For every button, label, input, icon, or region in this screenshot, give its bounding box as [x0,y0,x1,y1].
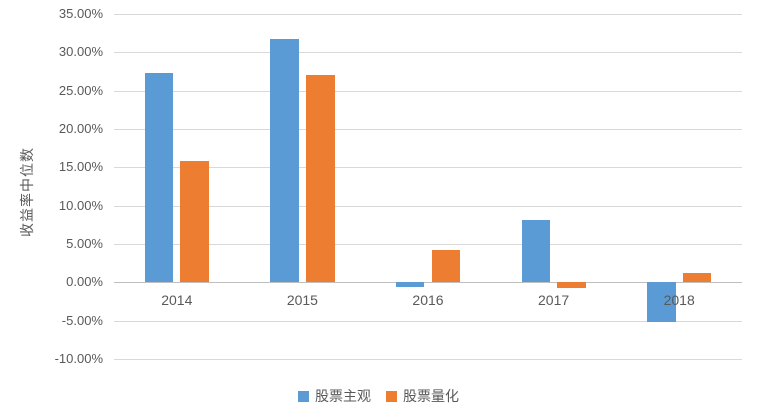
gridline [114,359,742,361]
legend-label: 股票主观 [315,388,371,404]
x-axis-label-2014: 2014 [161,292,193,308]
y-tick-label: 25.00% [58,82,103,98]
legend-item-subjective: 股票主观 [298,386,371,406]
gridline [114,14,742,16]
gridline [114,320,742,322]
legend-item-quant: 股票量化 [386,386,459,406]
bar-股票量化-2015 [306,75,335,283]
bar-股票量化-2017 [557,282,586,289]
gridline [114,244,742,246]
y-tick-label: 0.00% [66,274,103,290]
x-axis-line [114,282,742,284]
bar-股票量化-2016 [431,250,461,283]
y-tick-label: 20.00% [58,121,103,137]
gridline [114,167,742,169]
y-tick-label: -5.00% [61,312,103,328]
legend: 股票主观 股票量化 [0,386,757,406]
y-tick-label: 10.00% [58,197,103,213]
bar-股票量化-2018 [682,273,712,283]
legend-swatch-blue-icon [298,390,309,402]
y-tick-label: 30.00% [58,44,103,60]
bar-股票主观-2018 [647,282,676,323]
bar-股票主观-2017 [521,219,550,283]
y-tick-label: 15.00% [58,159,103,175]
gridline [114,90,742,92]
bar-股票主观-2016 [395,282,425,287]
x-axis-label-2016: 2016 [412,292,444,308]
y-tick-label: 35.00% [58,6,103,22]
gridline [114,129,742,131]
bar-股票主观-2014 [144,73,174,283]
x-axis-label-2015: 2015 [286,292,318,308]
legend-swatch-orange-icon [386,390,397,402]
legend-label: 股票量化 [403,388,459,404]
gridline [114,52,742,54]
y-tick-label: -10.00% [54,351,103,367]
x-axis-label-2018: 2018 [663,292,695,308]
x-axis-label-2017: 2017 [538,292,570,308]
bar-股票主观-2015 [270,39,299,283]
y-tick-label: 5.00% [66,236,103,252]
bar-股票量化-2014 [180,160,209,283]
gridline [114,205,742,207]
